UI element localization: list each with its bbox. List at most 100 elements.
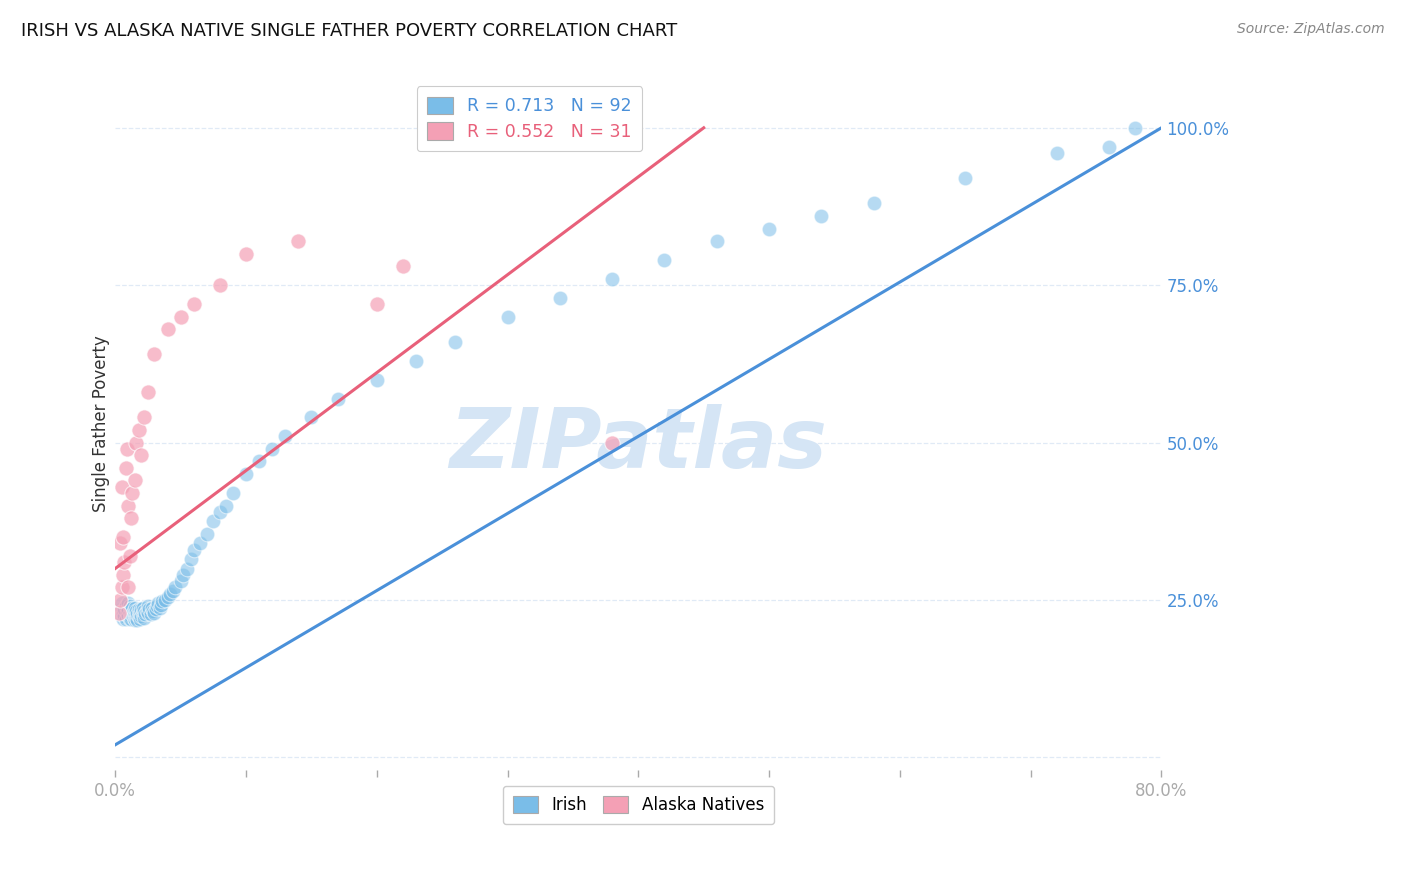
Point [115, 442, 138, 456]
Point [758, 221, 780, 235]
Point [111, 608, 134, 623]
Point [496, 310, 519, 324]
Point [142, 604, 165, 618]
Point [149, 600, 172, 615]
Point [156, 590, 179, 604]
Point [111, 596, 134, 610]
Point [112, 530, 135, 544]
Point [169, 310, 191, 324]
Point [129, 606, 152, 620]
Point [122, 604, 145, 618]
Point [131, 448, 153, 462]
Point [114, 599, 136, 614]
Point [222, 486, 245, 500]
Point [706, 234, 728, 248]
Point [162, 583, 184, 598]
Point [120, 608, 142, 623]
Point [810, 209, 832, 223]
Point [208, 505, 231, 519]
Point [146, 599, 169, 614]
Point [134, 607, 156, 621]
Point [117, 499, 139, 513]
Point [1046, 146, 1069, 161]
Point [654, 253, 676, 268]
Point [195, 527, 218, 541]
Point [125, 610, 148, 624]
Point [132, 410, 155, 425]
Point [235, 246, 257, 260]
Point [392, 260, 415, 274]
Point [183, 542, 205, 557]
Point [405, 353, 427, 368]
Point [208, 278, 231, 293]
Point [862, 196, 884, 211]
Point [366, 297, 388, 311]
Point [180, 552, 202, 566]
Point [110, 593, 132, 607]
Point [247, 454, 270, 468]
Point [111, 480, 134, 494]
Point [111, 581, 134, 595]
Point [120, 511, 142, 525]
Point [600, 272, 623, 286]
Point [165, 581, 187, 595]
Point [188, 536, 211, 550]
Point [122, 610, 145, 624]
Point [132, 604, 155, 618]
Point [112, 555, 135, 569]
Point [150, 598, 173, 612]
Point [150, 594, 173, 608]
Point [128, 602, 150, 616]
Point [117, 608, 139, 623]
Point [287, 234, 309, 248]
Point [366, 373, 388, 387]
Point [274, 429, 297, 443]
Point [262, 442, 284, 456]
Point [235, 467, 257, 481]
Point [125, 604, 148, 618]
Text: IRISH VS ALASKA NATIVE SINGLE FATHER POVERTY CORRELATION CHART: IRISH VS ALASKA NATIVE SINGLE FATHER POV… [21, 22, 678, 40]
Point [117, 602, 139, 616]
Legend: Irish, Alaska Natives: Irish, Alaska Natives [503, 786, 773, 824]
Point [112, 608, 135, 623]
Point [326, 392, 349, 406]
Point [145, 602, 167, 616]
Point [117, 581, 139, 595]
Point [1098, 139, 1121, 153]
Point [143, 606, 166, 620]
Point [131, 608, 153, 623]
Point [156, 322, 179, 336]
Point [124, 607, 146, 621]
Point [121, 486, 143, 500]
Point [139, 607, 162, 621]
Point [120, 602, 142, 616]
Point [136, 385, 159, 400]
Point [118, 549, 141, 563]
Point [110, 536, 132, 550]
Point [143, 347, 166, 361]
Point [125, 435, 148, 450]
Point [135, 604, 157, 618]
Point [115, 606, 138, 620]
Point [129, 612, 152, 626]
Point [121, 600, 143, 615]
Point [112, 612, 135, 626]
Point [148, 596, 170, 610]
Point [121, 607, 143, 621]
Point [172, 567, 194, 582]
Point [548, 291, 571, 305]
Point [131, 607, 153, 621]
Point [114, 460, 136, 475]
Point [444, 334, 467, 349]
Point [169, 574, 191, 588]
Point [299, 410, 322, 425]
Point [176, 561, 198, 575]
Point [124, 474, 146, 488]
Point [124, 613, 146, 627]
Point [132, 610, 155, 624]
Point [138, 602, 160, 616]
Point [118, 599, 141, 614]
Point [128, 423, 150, 437]
Point [124, 600, 146, 615]
Point [127, 607, 149, 621]
